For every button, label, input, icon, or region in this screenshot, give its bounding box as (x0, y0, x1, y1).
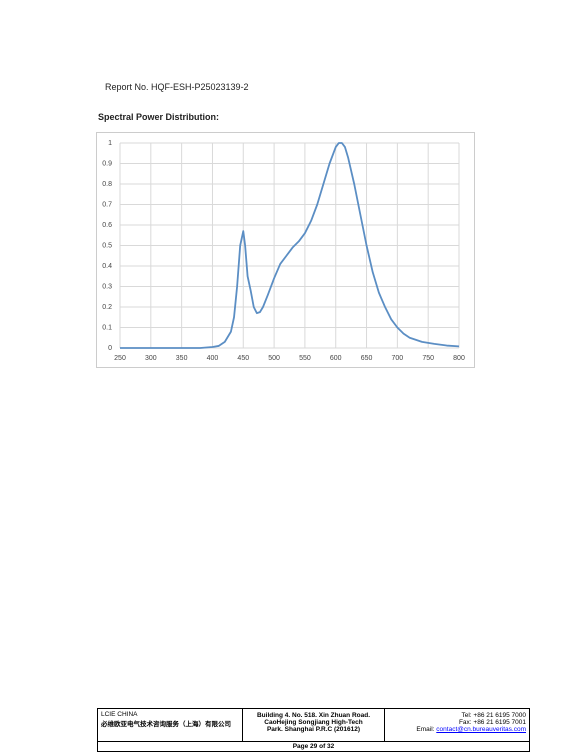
y-tick-label: 0.9 (102, 160, 112, 167)
y-tick-label: 0.4 (102, 263, 112, 270)
x-tick-label: 650 (361, 355, 373, 362)
footer-row: LCIE CHINA 必维欧亚电气技术咨询服务（上海）有限公司 Building… (98, 709, 529, 742)
y-tick-label: 1 (108, 140, 112, 147)
y-tick-label: 0.2 (102, 304, 112, 311)
x-tick-label: 300 (145, 355, 157, 362)
report-no: Report No. HQF-ESH-P25023139-2 (105, 82, 249, 92)
chart: 0 0.1 0.2 0.3 0.4 0.5 0.6 0.7 0.8 0.9 1 250 300 350 40… (96, 132, 475, 368)
x-tick-label: 550 (299, 355, 311, 362)
contact-cell: Tel: +86 21 6195 7000 Fax: +86 21 6195 7… (385, 709, 529, 741)
company-cn: 必维欧亚电气技术咨询服务（上海）有限公司 (101, 721, 231, 728)
x-tick-label: 700 (392, 355, 404, 362)
x-tick-label: 500 (268, 355, 280, 362)
email-label: Email: (416, 726, 435, 733)
y-tick-label: 0.8 (102, 181, 112, 188)
y-tick-label: 0.7 (102, 201, 112, 208)
footer: LCIE CHINA 必维欧亚电气技术咨询服务（上海）有限公司 Building… (97, 708, 530, 752)
chart-frame (96, 132, 475, 368)
x-tick-label: 750 (422, 355, 434, 362)
email-link[interactable]: contact@cn.bureauveritas.com (436, 726, 526, 733)
y-tick-label: 0.5 (102, 242, 112, 249)
x-tick-label: 450 (237, 355, 249, 362)
address-line: Park. Shanghai P.R.C (201612) (266, 726, 361, 733)
y-tick-label: 0.6 (102, 222, 112, 229)
address-cell: Building 4. No. 518. Xin Zhuan Road. Cao… (243, 709, 385, 741)
x-tick-label: 600 (330, 355, 342, 362)
company-cell: LCIE CHINA 必维欧亚电气技术咨询服务（上海）有限公司 (98, 709, 243, 741)
tel: Tel: +86 21 6195 7000 (461, 712, 526, 719)
spectrum-line (120, 142, 460, 349)
company: LCIE CHINA (101, 711, 138, 718)
address-line: CaoHejing Songjiang High-Tech (264, 719, 363, 726)
x-tick-label: 400 (207, 355, 219, 362)
page-number: Page 29 of 32 (292, 743, 335, 750)
section-title: Spectral Power Distribution: (98, 112, 220, 122)
y-tick-label: 0.3 (102, 283, 112, 290)
fax: Fax: +86 21 6195 7001 (458, 719, 526, 726)
x-tick-label: 800 (453, 355, 465, 362)
y-tick-label: 0 (108, 345, 112, 352)
y-tick-label: 0.1 (102, 324, 112, 331)
x-tick-label: 250 (114, 355, 126, 362)
x-tick-label: 350 (176, 355, 188, 362)
address-line: Building 4. No. 518. Xin Zhuan Road. (256, 712, 371, 719)
